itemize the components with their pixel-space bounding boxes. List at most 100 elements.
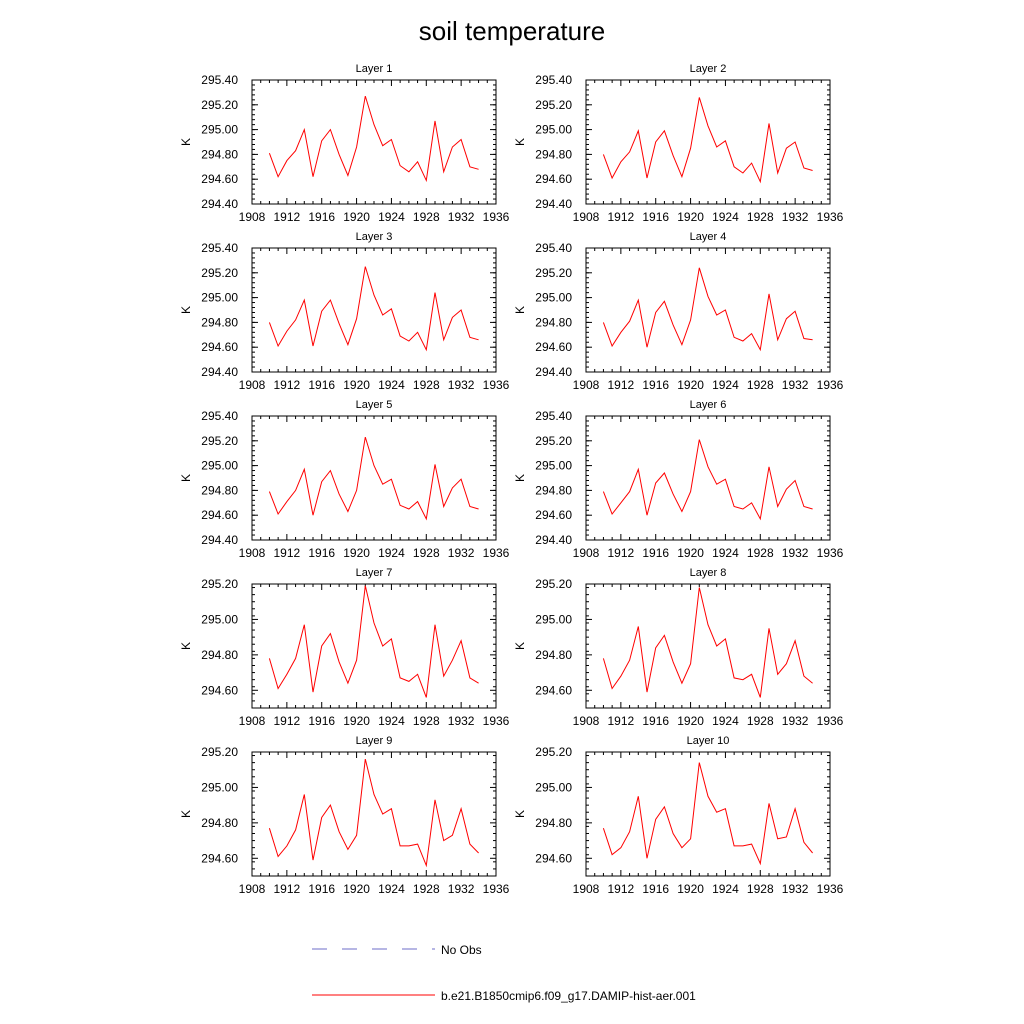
plot-frame: [251, 583, 497, 709]
panel-4: Layer 4 1908 1912 1916 1920 1924 1928 1932 1936 2…: [513, 231, 844, 392]
x-tick-label: 1924: [712, 546, 739, 560]
y-tick-label: 294.40: [535, 365, 572, 379]
x-tick-label: 1928: [413, 546, 440, 560]
x-tick-label: 1912: [274, 714, 301, 728]
x-tick-label: 1916: [642, 546, 669, 560]
panel-title: Layer 7: [356, 567, 393, 579]
panels: Layer 1 1908 1912 1916 1920 1924 1928 1932 1936 2…: [179, 63, 844, 896]
y-tick-label: 295.40: [201, 409, 238, 423]
y-tick-label: 295.40: [535, 409, 572, 423]
x-tick-label: 1908: [239, 378, 266, 392]
y-tick-label: 294.80: [201, 483, 238, 497]
x-tick-label: 1928: [413, 378, 440, 392]
y-tick-label: 295.20: [535, 745, 572, 759]
x-tick-label: 1932: [448, 882, 475, 896]
series-line: [602, 267, 813, 352]
x-tick-label: 1928: [747, 882, 774, 896]
x-tick-label: 1920: [677, 546, 704, 560]
y-tick-label: 294.80: [201, 648, 238, 662]
panel-9: Layer 9 1908 1912 1916 1920 1924 1928 1932 1936 2…: [179, 735, 510, 896]
x-tick-label: 1924: [378, 546, 405, 560]
y-tick-label: 294.40: [535, 197, 572, 211]
y-tick-label: 295.40: [201, 73, 238, 87]
y-tick-label: 295.00: [535, 459, 572, 473]
panel-title: Layer 1: [356, 63, 393, 75]
panel-title: Layer 4: [690, 231, 727, 243]
x-tick-label: 1916: [308, 210, 335, 224]
y-axis-label: K: [179, 306, 193, 314]
x-tick-label: 1912: [608, 714, 635, 728]
x-tick-label: 1932: [782, 882, 809, 896]
y-tick-label: 294.40: [201, 197, 238, 211]
x-tick-label: 1928: [747, 546, 774, 560]
plot-frame: [251, 415, 497, 541]
y-tick-label: 294.40: [201, 533, 238, 547]
x-tick-label: 1936: [483, 210, 510, 224]
y-axis-label: K: [513, 642, 527, 650]
y-tick-label: 295.00: [535, 612, 572, 626]
x-tick-label: 1924: [712, 714, 739, 728]
y-axis-label: K: [179, 138, 193, 146]
x-tick-label: 1908: [239, 714, 266, 728]
x-tick-label: 1932: [782, 210, 809, 224]
x-tick-label: 1912: [274, 378, 301, 392]
plot-frame: [251, 79, 497, 205]
y-tick-label: 295.00: [201, 612, 238, 626]
x-tick-label: 1936: [483, 882, 510, 896]
series-line: [268, 266, 479, 352]
panel-title: Layer 8: [690, 567, 727, 579]
y-tick-label: 295.00: [535, 123, 572, 137]
y-tick-label: 294.60: [201, 683, 238, 697]
y-tick-label: 294.60: [535, 851, 572, 865]
x-tick-label: 1920: [677, 210, 704, 224]
y-tick-label: 295.20: [201, 745, 238, 759]
y-tick-label: 294.40: [201, 365, 238, 379]
series-line: [602, 97, 813, 184]
y-tick-label: 295.00: [201, 123, 238, 137]
y-tick-label: 294.80: [535, 816, 572, 830]
panel-1: Layer 1 1908 1912 1916 1920 1924 1928 1932 1936 2…: [179, 63, 510, 224]
x-tick-label: 1932: [448, 546, 475, 560]
y-tick-label: 295.20: [535, 266, 572, 280]
x-tick-label: 1932: [782, 546, 809, 560]
panel-5: Layer 5 1908 1912 1916 1920 1924 1928 1932 1936 2…: [179, 399, 510, 560]
y-tick-label: 294.60: [535, 508, 572, 522]
x-tick-label: 1912: [608, 546, 635, 560]
x-tick-label: 1924: [378, 714, 405, 728]
y-tick-label: 294.60: [201, 340, 238, 354]
legend-label-model: b.e21.B1850cmip6.f09_g17.DAMIP-hist-aer.…: [441, 989, 696, 1003]
y-tick-label: 294.80: [535, 147, 572, 161]
y-axis-label: K: [513, 474, 527, 482]
x-tick-label: 1920: [343, 714, 370, 728]
panel-7: Layer 7 1908 1912 1916 1920 1924 1928 1932 1936 2…: [179, 567, 510, 728]
x-tick-label: 1936: [483, 378, 510, 392]
y-tick-label: 295.00: [201, 291, 238, 305]
y-axis-label: K: [513, 138, 527, 146]
y-axis-label: K: [513, 810, 527, 818]
x-tick-label: 1924: [712, 210, 739, 224]
x-tick-label: 1928: [413, 882, 440, 896]
y-tick-label: 294.80: [535, 315, 572, 329]
x-tick-label: 1936: [483, 714, 510, 728]
y-axis-label: K: [179, 642, 193, 650]
x-tick-label: 1908: [239, 546, 266, 560]
x-tick-label: 1916: [642, 714, 669, 728]
panel-6: Layer 6 1908 1912 1916 1920 1924 1928 1932 1936 2…: [513, 399, 844, 560]
y-tick-label: 295.20: [535, 434, 572, 448]
series-line: [602, 587, 813, 698]
y-tick-label: 295.00: [535, 780, 572, 794]
x-tick-label: 1920: [677, 714, 704, 728]
x-tick-label: 1936: [817, 882, 844, 896]
panel-3: Layer 3 1908 1912 1916 1920 1924 1928 1932 1936 2…: [179, 231, 510, 392]
x-tick-label: 1936: [817, 714, 844, 728]
x-tick-label: 1912: [608, 882, 635, 896]
x-tick-label: 1916: [642, 882, 669, 896]
chart-title: soil temperature: [419, 16, 605, 46]
x-tick-label: 1924: [712, 378, 739, 392]
x-tick-label: 1924: [378, 210, 405, 224]
y-tick-label: 294.80: [201, 147, 238, 161]
y-tick-label: 295.00: [201, 459, 238, 473]
y-tick-label: 295.40: [201, 241, 238, 255]
series-line: [268, 585, 479, 698]
